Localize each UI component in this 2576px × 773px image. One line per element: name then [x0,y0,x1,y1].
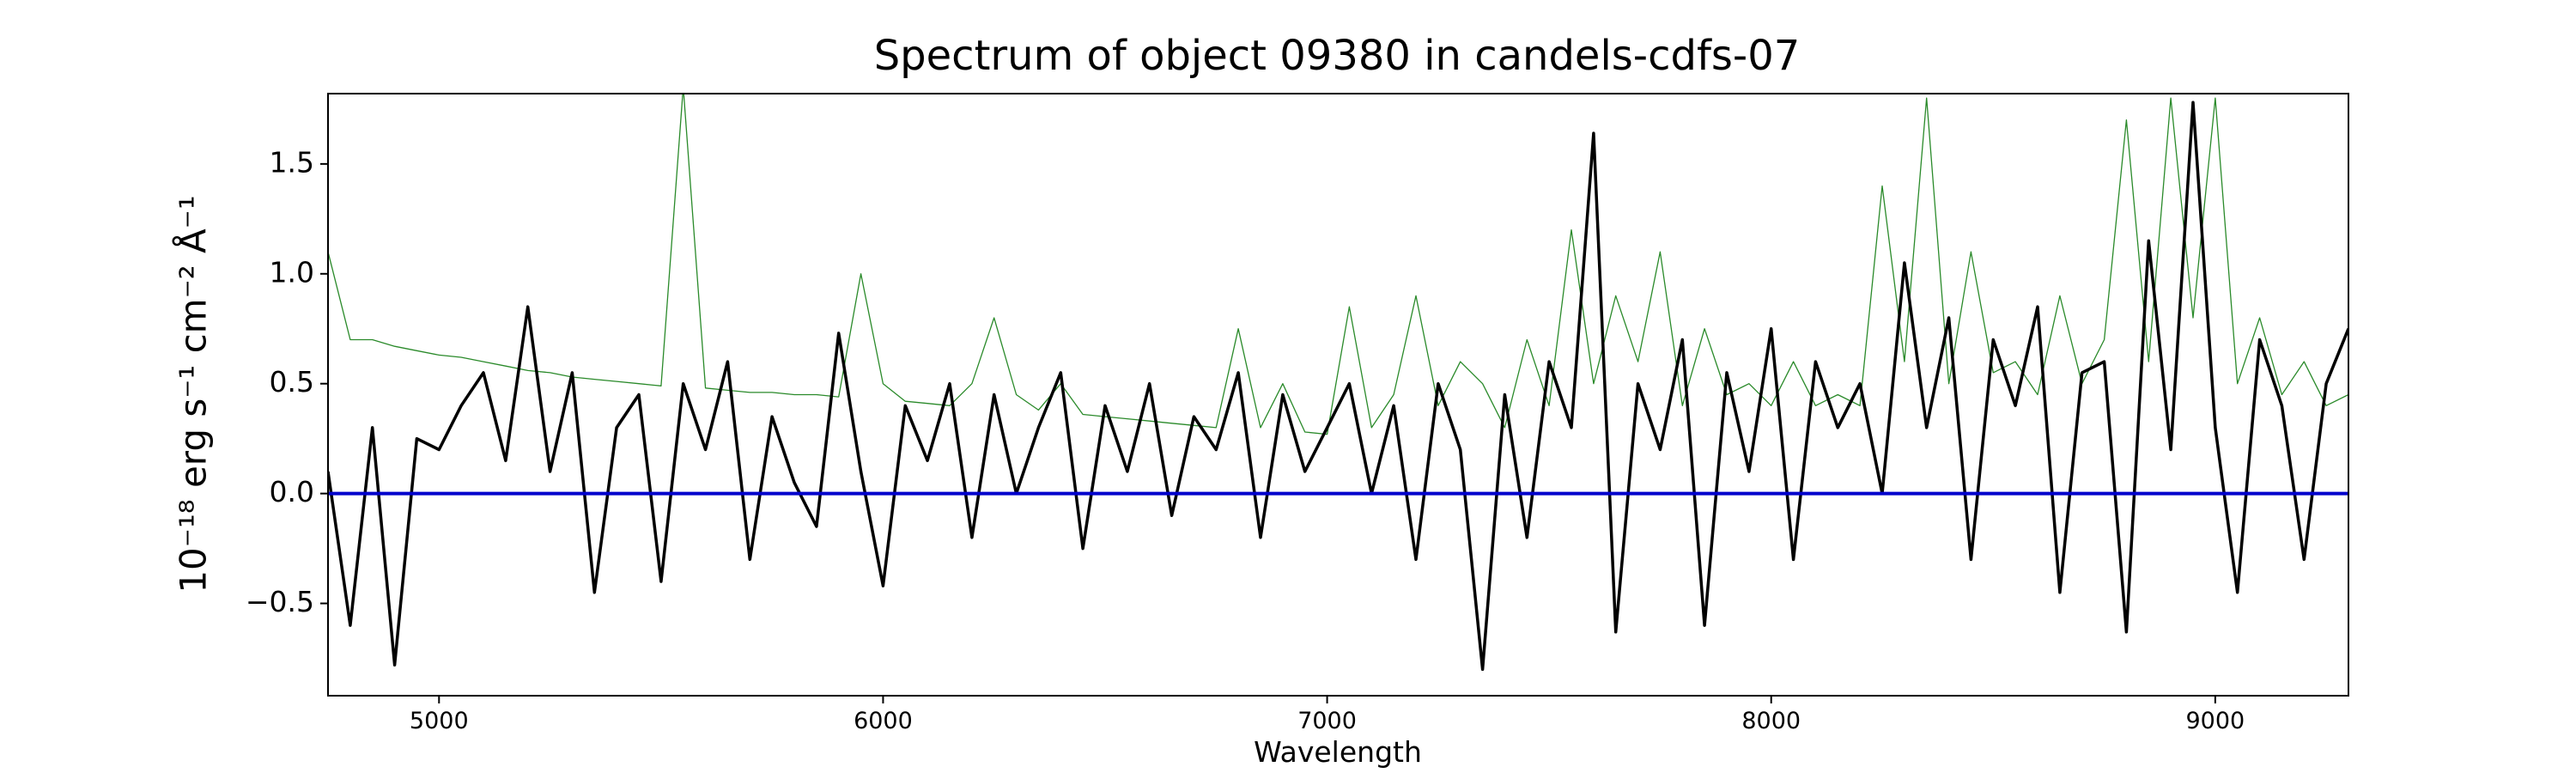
y-tick-label: 1.0 [270,255,314,289]
x-axis-label: Wavelength [1254,735,1422,769]
spectrum-line [328,94,2348,435]
x-tick-label: 8000 [1741,708,1801,734]
x-tick-label: 5000 [410,708,469,734]
y-tick-label: −0.5 [246,585,314,618]
chart-title: Spectrum of object 09380 in candels-cdfs… [874,32,1801,80]
spectrum-line [328,100,2348,672]
y-tick-label: 1.5 [270,145,314,179]
plot-area [328,94,2348,672]
y-tick-label: 0.0 [270,475,314,508]
x-tick-label: 9000 [2185,708,2245,734]
y-tick-label: 0.5 [270,365,314,399]
axes-frame [327,93,2349,697]
y-axis-label: 10⁻¹⁸ erg s⁻¹ cm⁻² Å⁻¹ [172,195,215,593]
x-tick-label: 7000 [1297,708,1357,734]
x-tick-label: 6000 [854,708,913,734]
